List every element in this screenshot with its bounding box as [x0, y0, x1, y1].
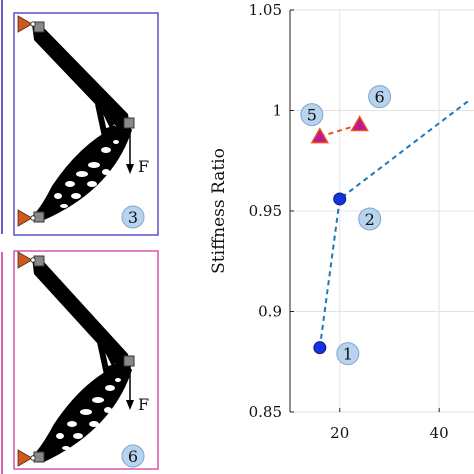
series-line — [318, 99, 470, 348]
point-badge-number: 2 — [365, 210, 375, 229]
grid — [289, 9, 474, 413]
hinge-icon — [30, 21, 36, 27]
design-badge-number: 6 — [128, 447, 138, 466]
force-label: F — [138, 157, 149, 176]
hinge-icon — [30, 455, 36, 461]
y-tick-label: 0.85 — [249, 403, 282, 421]
y-tick-labels: 0.85 0.9 0.95 1 1.05 — [249, 1, 282, 421]
x-tick-label: 20 — [330, 424, 349, 442]
force-label: F — [138, 395, 149, 414]
data-point — [333, 192, 347, 206]
support-icon — [17, 449, 33, 467]
topology-structure — [30, 21, 135, 223]
point-badge-number: 5 — [307, 106, 317, 125]
point-badge — [368, 85, 392, 109]
x-tick-labels: 20 40 — [330, 424, 449, 442]
y-tick-label: 1.05 — [249, 1, 282, 19]
point-badge-number: 1 — [343, 345, 353, 364]
panel-border — [13, 250, 159, 470]
y-tick-label: 1 — [272, 102, 282, 120]
force-arrowhead-icon — [126, 164, 134, 174]
point-labels: 1 2 5 6 — [300, 85, 392, 366]
design-panel-top: F 3 — [13, 12, 159, 236]
series-line — [319, 123, 360, 138]
point-badge-number: 6 — [375, 88, 385, 107]
point-badge — [358, 207, 382, 231]
hinge-icon — [30, 257, 36, 263]
design-panel-bottom: F 6 — [13, 250, 159, 470]
support-icon — [17, 209, 33, 227]
topology-structure — [30, 255, 135, 463]
design-badge-number: 3 — [128, 208, 138, 227]
hinge-icon — [30, 215, 36, 221]
support-icon — [17, 15, 33, 33]
series — [310, 99, 470, 355]
design-badge — [121, 444, 145, 468]
data-point — [313, 341, 327, 355]
panel-border — [13, 12, 159, 236]
y-axis-label: Stiffness Ratio — [209, 148, 229, 274]
y-tick-label: 0.95 — [249, 202, 282, 220]
y-tick-label: 0.9 — [258, 303, 282, 321]
force-arrowhead-icon — [126, 400, 134, 410]
point-badge — [300, 103, 324, 127]
point-badge — [336, 342, 360, 366]
support-icon — [17, 251, 33, 269]
design-badge — [121, 205, 145, 229]
data-point — [310, 127, 330, 144]
data-point — [350, 115, 369, 132]
x-tick-label: 40 — [430, 424, 449, 442]
